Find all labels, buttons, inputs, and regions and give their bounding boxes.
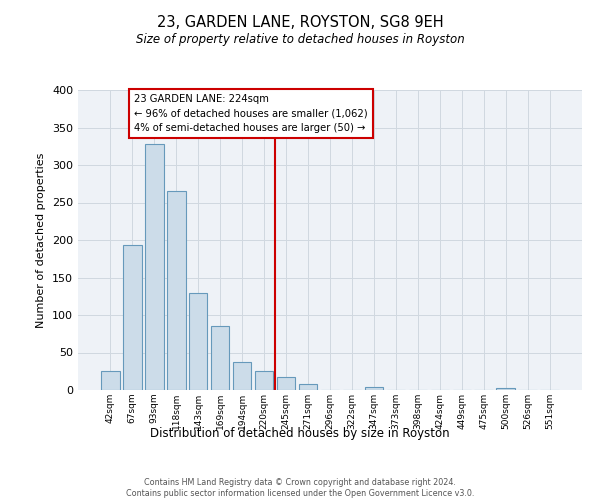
Bar — [167, 190, 185, 390]
Text: Contains HM Land Registry data © Crown copyright and database right 2024.
Contai: Contains HM Land Registry data © Crown c… — [126, 478, 474, 498]
Bar — [189, 292, 208, 390]
Bar — [299, 384, 317, 390]
Bar — [255, 371, 274, 390]
Bar — [365, 387, 383, 390]
Text: Distribution of detached houses by size in Royston: Distribution of detached houses by size … — [150, 428, 450, 440]
Bar — [211, 326, 229, 390]
Text: 23, GARDEN LANE, ROYSTON, SG8 9EH: 23, GARDEN LANE, ROYSTON, SG8 9EH — [157, 15, 443, 30]
Y-axis label: Number of detached properties: Number of detached properties — [37, 152, 46, 328]
Bar — [145, 144, 164, 390]
Bar — [496, 388, 515, 390]
Text: 23 GARDEN LANE: 224sqm
← 96% of detached houses are smaller (1,062)
4% of semi-d: 23 GARDEN LANE: 224sqm ← 96% of detached… — [134, 94, 368, 134]
Bar — [101, 371, 119, 390]
Bar — [123, 245, 142, 390]
Bar — [277, 377, 295, 390]
Text: Size of property relative to detached houses in Royston: Size of property relative to detached ho… — [136, 32, 464, 46]
Bar — [233, 362, 251, 390]
